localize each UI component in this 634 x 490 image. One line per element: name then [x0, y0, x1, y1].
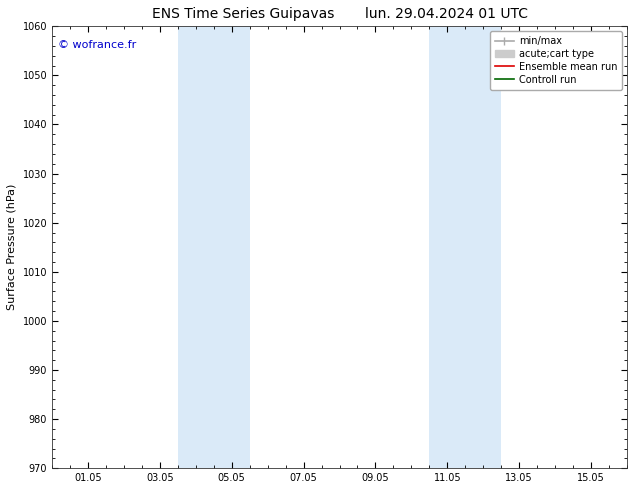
Title: ENS Time Series Guipavas       lun. 29.04.2024 01 UTC: ENS Time Series Guipavas lun. 29.04.2024… [152, 7, 527, 21]
Bar [429, 26, 465, 468]
Text: © wofrance.fr: © wofrance.fr [58, 40, 136, 49]
Legend: min/max, acute;cart type, Ensemble mean run, Controll run: min/max, acute;cart type, Ensemble mean … [489, 31, 622, 90]
Bar [178, 26, 214, 468]
Bar [465, 26, 501, 468]
Bar [214, 26, 250, 468]
Y-axis label: Surface Pressure (hPa): Surface Pressure (hPa) [7, 184, 17, 311]
